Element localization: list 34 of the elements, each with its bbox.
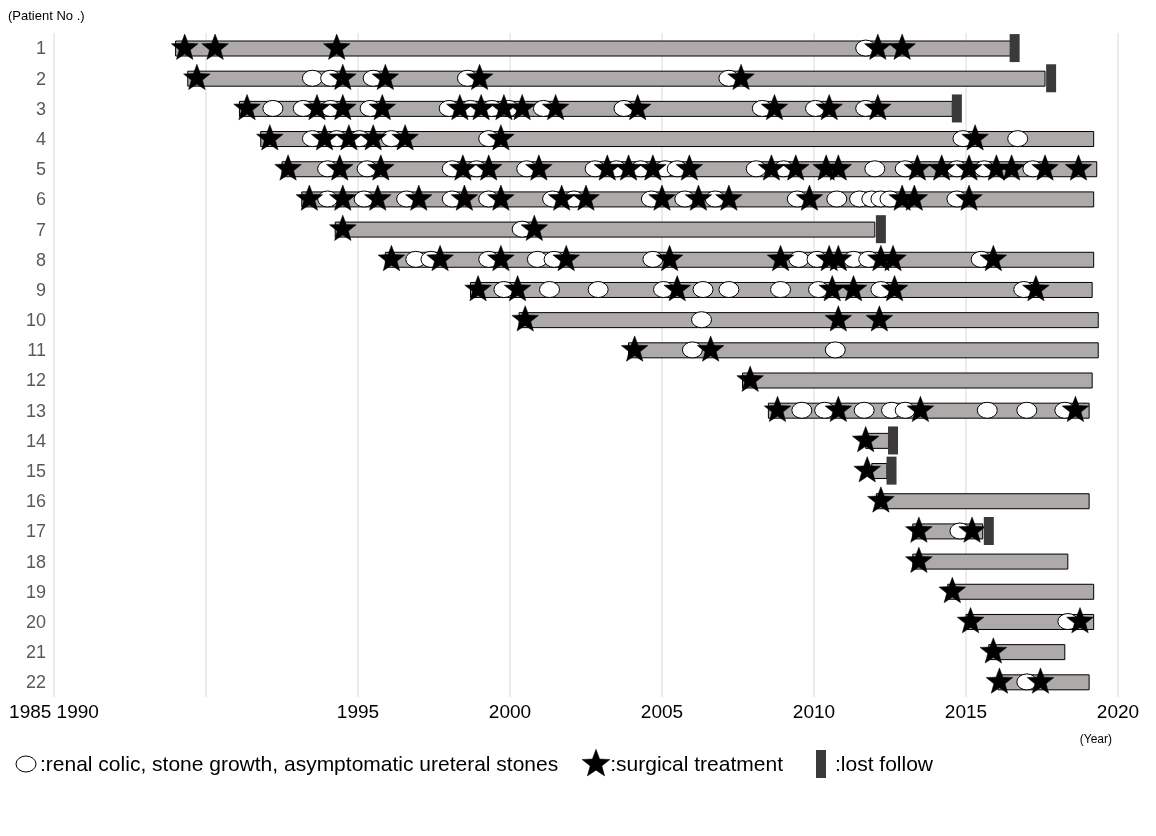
y-tick-label: 1 <box>35 38 46 59</box>
y-tick-label: 16 <box>25 491 46 512</box>
y-tick-label: 15 <box>25 461 46 482</box>
y-tick-label: 2 <box>35 68 46 89</box>
y-tick-label: 6 <box>35 189 46 210</box>
y-tick-label: 5 <box>35 159 46 180</box>
x-tick-label: 2000 <box>488 701 532 723</box>
y-tick-label: 10 <box>25 310 46 331</box>
x-tick-label: 1995 <box>336 701 380 723</box>
x-tick-label: 2010 <box>792 701 836 723</box>
legend-label: :renal colic, stone growth, asymptomatic ureteral stones <box>40 752 559 776</box>
legend-label: :lost follow <box>834 752 934 776</box>
y-tick-label: 22 <box>25 672 46 693</box>
y-tick-label: 19 <box>25 581 46 602</box>
y-tick-label: 12 <box>25 370 46 391</box>
y-tick-label: 13 <box>25 400 46 421</box>
y-tick-label: 21 <box>25 642 46 663</box>
y-tick-label: 14 <box>25 430 46 451</box>
y-tick-label: 8 <box>35 249 46 270</box>
y-axis-title: (Patient No .) <box>8 8 86 23</box>
y-tick-label: 11 <box>27 340 46 361</box>
y-tick-label: 3 <box>35 98 46 119</box>
x-tick-label: 2005 <box>640 701 684 723</box>
y-tick-label: 9 <box>35 279 46 300</box>
x-tick-label: 2020 <box>1096 701 1140 723</box>
y-tick-label: 7 <box>35 219 46 240</box>
y-tick-label: 20 <box>25 611 46 632</box>
x-tick-label: 2015 <box>944 701 988 723</box>
x-axis-title: (Year) <box>1079 732 1112 746</box>
y-tick-label: 17 <box>25 521 46 542</box>
x-tick-label: 1985 1990 <box>9 701 99 723</box>
y-tick-label: 18 <box>25 551 46 572</box>
y-tick-label: 4 <box>35 129 46 150</box>
legend-label: :surgical treatment <box>610 752 783 776</box>
